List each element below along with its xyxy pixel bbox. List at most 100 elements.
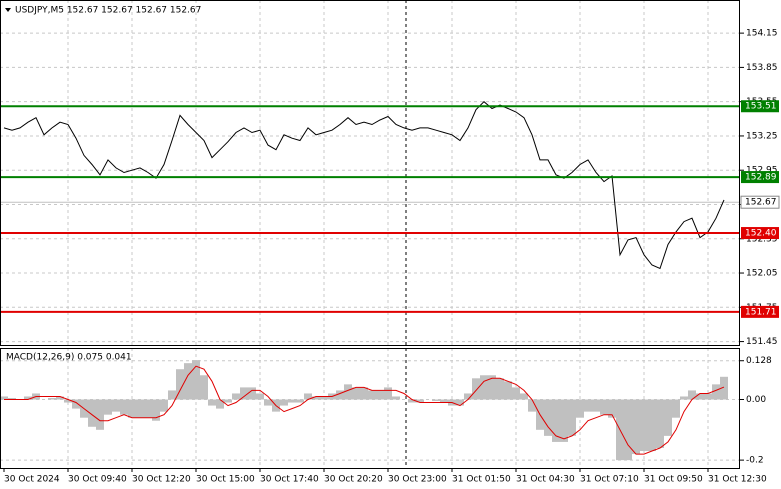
- histogram-bar: [600, 399, 608, 415]
- histogram-bar: [528, 399, 536, 412]
- histogram-bar: [0, 396, 8, 400]
- y-tick-label: 153.25: [746, 131, 778, 141]
- histogram-bar: [392, 396, 400, 400]
- histogram-bar: [368, 390, 376, 400]
- y-tick-label: 152.35: [746, 234, 778, 244]
- histogram-bar: [592, 399, 600, 412]
- level-label-box: [741, 171, 779, 184]
- histogram-bar: [664, 399, 672, 436]
- histogram-bar: [144, 399, 152, 418]
- histogram-bar: [160, 399, 168, 412]
- last-price-box: [740, 195, 780, 209]
- histogram-bar: [440, 399, 448, 403]
- last-price-label: 152.67: [745, 198, 777, 208]
- histogram-bar: [488, 375, 496, 400]
- histogram-bar: [552, 399, 560, 442]
- x-tick-label: 31 Oct 07:10: [580, 475, 639, 485]
- histogram-bar: [192, 360, 200, 400]
- histogram-bar: [296, 399, 304, 403]
- histogram-bar: [472, 378, 480, 400]
- histogram-bar: [56, 396, 64, 400]
- histogram-bar: [624, 399, 632, 461]
- x-tick-label: 30 Oct 15:00: [196, 475, 255, 485]
- histogram-bar: [720, 376, 728, 400]
- x-tick-label: 30 Oct 20:20: [324, 475, 383, 485]
- y-tick-label: 0.128: [746, 356, 772, 366]
- histogram-bar: [568, 399, 576, 436]
- y-tick-label: 152.95: [746, 166, 778, 176]
- level-label-box: [741, 100, 779, 113]
- x-tick-label: 30 Oct 2024: [4, 475, 60, 485]
- x-tick-label: 31 Oct 01:50: [452, 475, 511, 485]
- histogram-bar: [152, 399, 160, 421]
- histogram-bar: [240, 387, 248, 400]
- histogram-bar: [648, 399, 656, 452]
- histogram-bar: [208, 399, 216, 406]
- histogram-bar: [232, 393, 240, 400]
- histogram-bar: [608, 399, 616, 418]
- y-tick-label: 0.00: [746, 395, 766, 405]
- chart-title: USDJPY,M5 152.67 152.67 152.67 152.67: [15, 6, 201, 16]
- histogram-bar: [576, 399, 584, 418]
- histogram-bar: [384, 387, 392, 400]
- histogram-bar: [280, 399, 288, 406]
- x-tick-label: 31 Oct 04:30: [516, 475, 575, 485]
- histogram-bar: [168, 390, 176, 400]
- histogram-bar: [72, 399, 80, 409]
- histogram-bar: [48, 398, 56, 400]
- x-tick-label: 31 Oct 12:30: [708, 475, 767, 485]
- histogram-bar: [656, 399, 664, 448]
- histogram-bar: [432, 399, 440, 402]
- histogram-bar: [672, 399, 680, 418]
- histogram-bar: [712, 384, 720, 400]
- histogram-bar: [688, 390, 696, 400]
- histogram-bar: [696, 393, 704, 400]
- histogram-bar: [496, 378, 504, 400]
- x-tick-label: 30 Oct 12:20: [132, 475, 191, 485]
- histogram-bar: [584, 399, 592, 412]
- histogram-bar: [288, 399, 296, 403]
- price-line: [3, 101, 725, 270]
- level-label-box: [741, 305, 779, 318]
- histogram-bar: [120, 399, 128, 415]
- histogram-bar: [248, 387, 256, 400]
- histogram-bar: [8, 398, 16, 400]
- x-tick-label: 30 Oct 09:40: [68, 475, 127, 485]
- histogram-bar: [504, 381, 512, 400]
- signal-line: [4, 365, 725, 455]
- price-panel-frame: [0, 0, 740, 346]
- macd-title: MACD(12,26,9) 0.075 0.041: [6, 353, 132, 363]
- level-label: 153.51: [745, 102, 777, 112]
- menu-triangle[interactable]: [5, 8, 11, 12]
- x-tick-label: 31 Oct 09:50: [644, 475, 703, 485]
- histogram-bar: [112, 399, 120, 412]
- x-tick-label: 30 Oct 17:40: [260, 475, 319, 485]
- histogram-bar: [136, 399, 144, 418]
- histogram-bar: [560, 399, 568, 442]
- histogram-bar: [64, 399, 72, 403]
- histogram-bar: [360, 387, 368, 400]
- level-label: 151.71: [745, 307, 777, 317]
- level-label: 152.40: [745, 229, 777, 239]
- histogram-bar: [176, 369, 184, 400]
- histogram-bar: [320, 396, 328, 400]
- histogram-bar: [704, 393, 712, 400]
- histogram-bar: [256, 393, 264, 400]
- y-tick-label: 153.85: [746, 63, 778, 73]
- histogram-bar: [520, 393, 528, 400]
- histogram-bar: [96, 399, 104, 430]
- y-tick-label: 151.45: [746, 337, 778, 347]
- histogram-bar: [680, 396, 688, 400]
- histogram-bar: [184, 363, 192, 400]
- histogram-bar: [304, 393, 312, 400]
- histogram-bar: [480, 375, 488, 400]
- histogram-bar: [464, 393, 472, 400]
- histogram-bar: [336, 390, 344, 400]
- histogram-bar: [128, 399, 136, 418]
- y-tick-label: 154.15: [746, 29, 778, 39]
- histogram-bar: [512, 387, 520, 400]
- histogram-bar: [104, 399, 112, 415]
- histogram-bar: [376, 390, 384, 400]
- level-label: 152.89: [745, 173, 777, 183]
